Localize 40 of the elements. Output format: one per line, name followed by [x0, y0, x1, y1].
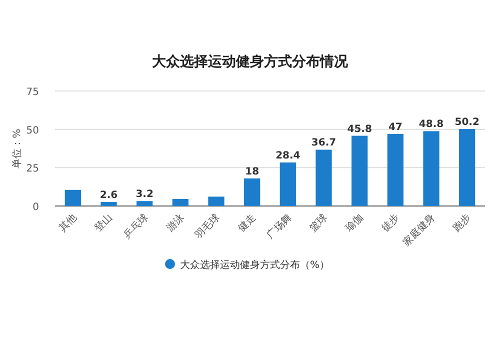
- x-tick-label: 篮球: [307, 212, 330, 234]
- y-tick-label: 50: [26, 125, 39, 136]
- x-tick-label: 其他: [56, 212, 80, 234]
- y-tick-label: 0: [32, 202, 39, 213]
- x-tick-label: 羽毛球: [192, 212, 222, 242]
- bar: [387, 134, 404, 206]
- bar: [64, 190, 81, 206]
- bar: [280, 162, 296, 206]
- bar: [208, 196, 224, 206]
- y-tick-label: 75: [26, 87, 39, 98]
- x-tick-label: 广场舞: [264, 212, 294, 242]
- x-tick-label: 健走: [236, 212, 258, 234]
- data-label: 36.7: [311, 138, 336, 149]
- x-tick-label: 跑步: [450, 212, 474, 234]
- data-label: 3.2: [136, 189, 154, 200]
- bar: [352, 136, 368, 206]
- bar: [244, 178, 260, 206]
- bar: [136, 201, 153, 206]
- data-label: 45.8: [347, 124, 372, 135]
- legend-label: 大众选择运动健身方式分布（%）: [180, 259, 330, 271]
- data-label: 18: [245, 166, 260, 178]
- x-tick-label: 游泳: [164, 212, 187, 234]
- data-label: 48.8: [418, 119, 444, 130]
- y-tick-label: 25: [26, 164, 39, 175]
- data-label: 50.2: [454, 117, 480, 128]
- data-label: 47: [388, 122, 402, 133]
- x-tick-label: 乒乓球: [121, 212, 151, 242]
- data-label: 28.4: [276, 150, 300, 162]
- y-axis-title: 单位：%: [11, 128, 23, 168]
- chart-title: 大众选择运动健身方式分布情况: [152, 53, 349, 70]
- x-tick-label: 瑜伽: [343, 212, 366, 234]
- bar: [459, 129, 476, 206]
- data-label: 2.6: [100, 190, 118, 202]
- bar: [316, 150, 332, 206]
- x-tick-label: 徒步: [378, 212, 402, 234]
- x-tick-label: 家庭健身: [400, 212, 438, 248]
- bar: [100, 202, 117, 206]
- x-tick-label: 登山: [92, 212, 115, 234]
- bar: [172, 198, 188, 206]
- bar: [423, 131, 440, 206]
